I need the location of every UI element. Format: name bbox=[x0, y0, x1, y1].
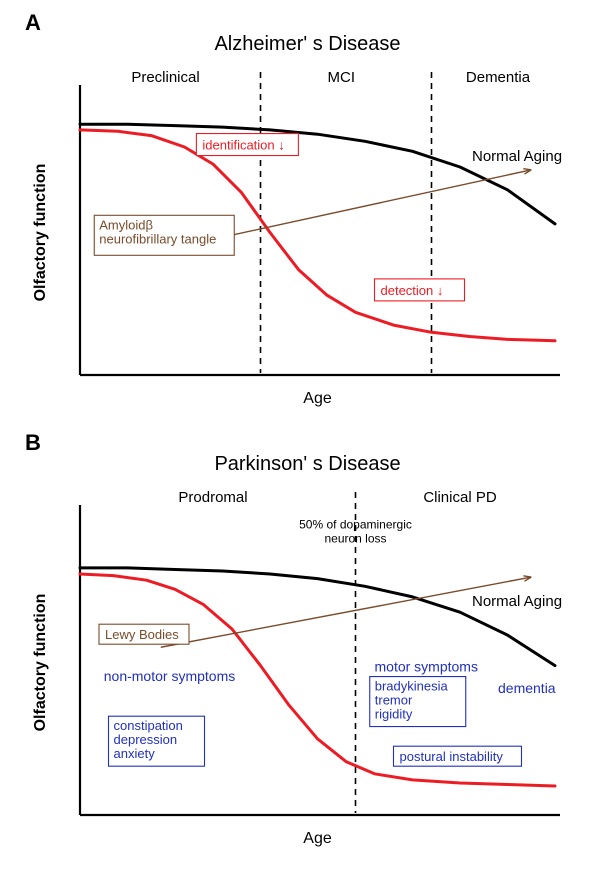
nonmotor-label: non-motor symptoms bbox=[104, 668, 235, 684]
nonmotor-symptoms-text: anxiety bbox=[114, 746, 156, 761]
stage-label: MCI bbox=[328, 69, 356, 86]
motor-symptoms-text: bradykinesia bbox=[375, 679, 449, 694]
panel-title: Alzheimer' s Disease bbox=[214, 33, 400, 55]
stage-label: Dementia bbox=[466, 69, 531, 86]
figure-svg: A Alzheimer' s Disease Age Olfactory functi… bbox=[0, 0, 590, 875]
motor-symptoms-text: rigidity bbox=[375, 707, 413, 722]
panel-B: B Parkinson' s Disease Age Olfactory functi… bbox=[25, 430, 562, 847]
nonmotor-symptoms-text: depression bbox=[114, 732, 178, 747]
panel-title: Parkinson' s Disease bbox=[214, 453, 400, 475]
amyloid-text: Amyloidβ bbox=[99, 217, 153, 232]
normal-aging-label: Normal Aging bbox=[472, 148, 562, 165]
x-axis-label: Age bbox=[303, 830, 332, 847]
motor-label: motor symptoms bbox=[375, 659, 478, 675]
y-axis-label: Olfactory function bbox=[32, 164, 49, 302]
y-axis-label: Olfactory function bbox=[32, 594, 49, 732]
figure-page: A Alzheimer' s Disease Age Olfactory functi… bbox=[0, 0, 590, 875]
dementia-label: dementia bbox=[498, 680, 556, 696]
motor-symptoms-text: tremor bbox=[375, 693, 413, 708]
stage-label: Preclinical bbox=[131, 69, 199, 86]
x-axis-label: Age bbox=[303, 390, 332, 407]
pathology-arrow bbox=[161, 577, 532, 647]
normal-aging-label: Normal Aging bbox=[472, 593, 562, 610]
stage-label: Prodromal bbox=[178, 489, 247, 506]
panel-letter: B bbox=[25, 430, 41, 455]
panel-letter: A bbox=[25, 10, 41, 35]
panel-A: A Alzheimer' s Disease Age Olfactory functi… bbox=[25, 10, 562, 407]
nonmotor-symptoms-text: constipation bbox=[114, 718, 183, 733]
stage-label: Clinical PD bbox=[423, 489, 497, 506]
postural-instability-text: postural instability bbox=[400, 749, 504, 764]
amyloid-text: neurofibrillary tangle bbox=[99, 231, 216, 246]
lewy-bodies-text: Lewy Bodies bbox=[105, 627, 179, 642]
detection-text: detection ↓ bbox=[381, 283, 444, 298]
normal-aging-curve bbox=[80, 124, 555, 224]
divider-caption: neuron loss bbox=[324, 531, 386, 545]
identification-text: identification ↓ bbox=[202, 138, 284, 153]
divider-caption: 50% of dopaminergic bbox=[299, 517, 412, 531]
